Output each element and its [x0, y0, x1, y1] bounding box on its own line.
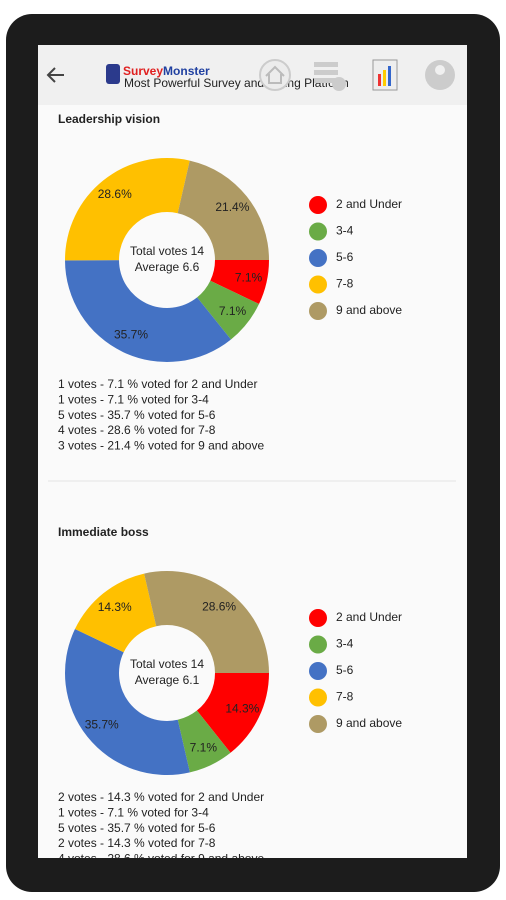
summary-line: 4 votes - 28.6 % voted for 9 and above: [58, 851, 264, 865]
summary-line: 4 votes - 28.6 % voted for 7-8: [58, 423, 216, 437]
legend-swatch: [309, 302, 327, 320]
chart-title: Leadership vision: [58, 112, 160, 126]
legend-swatch: [309, 662, 327, 680]
logo-icon: [106, 64, 120, 84]
legend-swatch: [309, 275, 327, 294]
legend-swatch: [309, 222, 327, 241]
home-button[interactable]: [259, 59, 291, 91]
summary-line: 5 votes - 35.7 % voted for 5-6: [58, 408, 216, 422]
donut-segment: [210, 260, 269, 305]
data-label: 7.1%: [235, 271, 263, 285]
donut-segment: [177, 710, 231, 773]
legend-label: 5-6: [336, 663, 354, 677]
report-button[interactable]: [372, 59, 398, 91]
summary-line: 1 votes - 7.1 % voted for 2 and Under: [58, 377, 257, 391]
donut-segment: [144, 571, 269, 673]
center-label: Total votes 14: [130, 244, 204, 258]
home-icon: [265, 65, 285, 84]
data-label: 35.7%: [114, 328, 148, 342]
survey-list-button[interactable]: [314, 62, 346, 91]
data-label: 35.7%: [85, 717, 119, 731]
donut-segment: [74, 573, 157, 653]
app-bar: [38, 45, 467, 105]
data-label: 14.3%: [98, 600, 132, 614]
data-label: 7.1%: [190, 741, 218, 755]
summary-line: 3 votes - 21.4 % voted for 9 and above: [58, 438, 264, 452]
center-label: Average 6.1: [135, 673, 200, 687]
legend-label: 9 and above: [336, 303, 402, 317]
legend-label: 2 and Under: [336, 197, 402, 211]
donut-segment: [177, 160, 269, 260]
data-label: 21.4%: [215, 200, 249, 214]
legend-label: 5-6: [336, 250, 354, 264]
legend-swatch: [309, 609, 327, 627]
legend-swatch: [309, 635, 327, 654]
legend-swatch: [309, 249, 327, 267]
legend-label: 3-4: [336, 637, 354, 651]
legend-label: 7-8: [336, 690, 354, 704]
donut-segment: [196, 673, 269, 753]
data-label: 28.6%: [202, 600, 236, 614]
summary-line: 1 votes - 7.1 % voted for 3-4: [58, 392, 209, 406]
summary-line: 2 votes - 14.3 % voted for 2 and Under: [58, 790, 264, 804]
legend-label: 2 and Under: [336, 610, 402, 624]
summary-line: 2 votes - 14.3 % voted for 7-8: [58, 836, 216, 850]
legend-label: 3-4: [336, 224, 354, 238]
donut-segment: [65, 260, 231, 363]
donut-segment: [64, 628, 190, 776]
legend-label: 9 and above: [336, 716, 402, 730]
chart-title: Immediate boss: [58, 525, 149, 539]
data-label: 7.1%: [219, 304, 247, 318]
data-label: 14.3%: [225, 701, 259, 715]
summary-line: 5 votes - 35.7 % voted for 5-6: [58, 821, 216, 835]
donut-segment: [197, 280, 259, 340]
legend-swatch: [309, 715, 327, 733]
back-button[interactable]: [46, 67, 64, 83]
legend-label: 7-8: [336, 277, 354, 291]
legend-swatch: [309, 196, 327, 214]
profile-icon: [435, 65, 445, 75]
legend-swatch: [309, 688, 327, 707]
tagline: Most Powerful Survey and Voting Platform: [124, 76, 349, 90]
summary-line: 1 votes - 7.1 % voted for 3-4: [58, 805, 209, 819]
data-label: 28.6%: [98, 187, 132, 201]
donut-segment: [65, 158, 190, 261]
center-label: Average 6.6: [135, 260, 200, 274]
logo: SurveyMonster: [123, 64, 210, 78]
center-label: Total votes 14: [130, 657, 204, 671]
